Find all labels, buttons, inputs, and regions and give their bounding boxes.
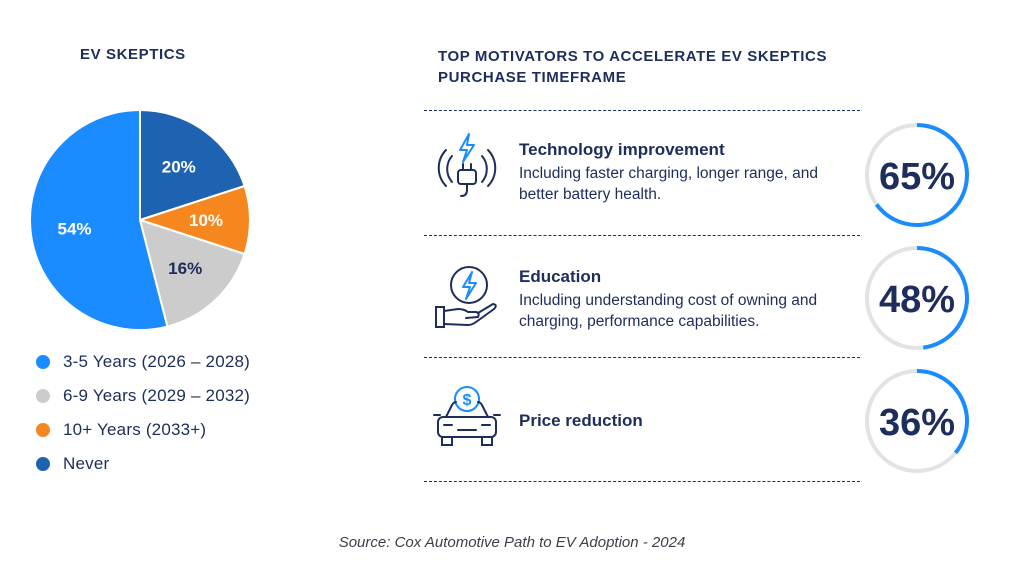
- svg-text:$: $: [463, 392, 472, 409]
- percent-ring-education: 48%: [865, 246, 969, 350]
- ring-progress-arc: [874, 123, 969, 227]
- pie-data-label: 16%: [168, 259, 202, 278]
- car-dollar-icon: $: [433, 386, 501, 446]
- motivators-title: TOP MOTIVATORS TO ACCELERATE EV SKEPTICS…: [438, 48, 828, 86]
- ring-progress-arc: [916, 246, 969, 350]
- pie-slice-6-9-years-2029-2032: [138, 218, 246, 328]
- divider: [424, 235, 860, 236]
- percent-value: 48%: [879, 279, 955, 321]
- pie-slice-never: [139, 108, 246, 222]
- percent-value: 65%: [879, 156, 955, 198]
- pie-legend: 3-5 Years (2026 – 2028) 6-9 Years (2029 –…: [36, 350, 250, 486]
- pie-data-label: 54%: [58, 219, 92, 238]
- legend-label: 6-9 Years (2029 – 2032): [63, 385, 251, 405]
- legend-swatch: [36, 388, 50, 403]
- divider: [424, 481, 860, 482]
- divider: [424, 110, 860, 111]
- hand-lightning-icon: [435, 266, 497, 328]
- pie-data-label: 10%: [189, 211, 223, 230]
- source-note: Source: Cox Automotive Path to EV Adopti…: [338, 534, 686, 551]
- pie-chart-title: EV SKEPTICS: [80, 46, 186, 63]
- legend-swatch: [36, 422, 50, 437]
- divider: [424, 357, 860, 358]
- motivator-description: Including understanding cost of owning a…: [519, 292, 818, 330]
- motivator-title: Education: [519, 267, 602, 286]
- plug-lightning-icon: [437, 133, 497, 197]
- motivator-price: $ Price reduction: [432, 365, 872, 475]
- motivator-technology: Technology improvement Including faster …: [432, 118, 872, 228]
- motivator-education: Education Including understanding cost o…: [432, 243, 872, 353]
- legend-item: 10+ Years (2033+): [36, 418, 250, 441]
- pie-data-label: 20%: [162, 158, 196, 177]
- motivator-title: Price reduction: [519, 411, 643, 430]
- legend-swatch: [36, 456, 50, 471]
- percent-ring-technology: 65%: [865, 123, 969, 227]
- legend-label: 10+ Years (2033+): [63, 419, 207, 439]
- ev-skeptics-pie-chart: 20% 10% 16% 54%: [29, 108, 251, 331]
- legend-label: 3-5 Years (2026 – 2028): [63, 351, 251, 371]
- percent-value: 36%: [879, 402, 955, 444]
- ring-progress-arc: [916, 369, 969, 455]
- percent-ring-price: 36%: [865, 369, 969, 473]
- legend-item: 3-5 Years (2026 – 2028): [36, 350, 250, 373]
- legend-item: 6-9 Years (2029 – 2032): [36, 384, 250, 407]
- legend-swatch: [36, 354, 50, 369]
- pie-slice-3-5-years-2026-2028: [29, 108, 169, 331]
- motivator-title: Technology improvement: [519, 140, 725, 159]
- legend-item: Never: [36, 452, 250, 475]
- legend-label: Never: [63, 453, 110, 473]
- motivator-description: Including faster charging, longer range,…: [519, 165, 819, 203]
